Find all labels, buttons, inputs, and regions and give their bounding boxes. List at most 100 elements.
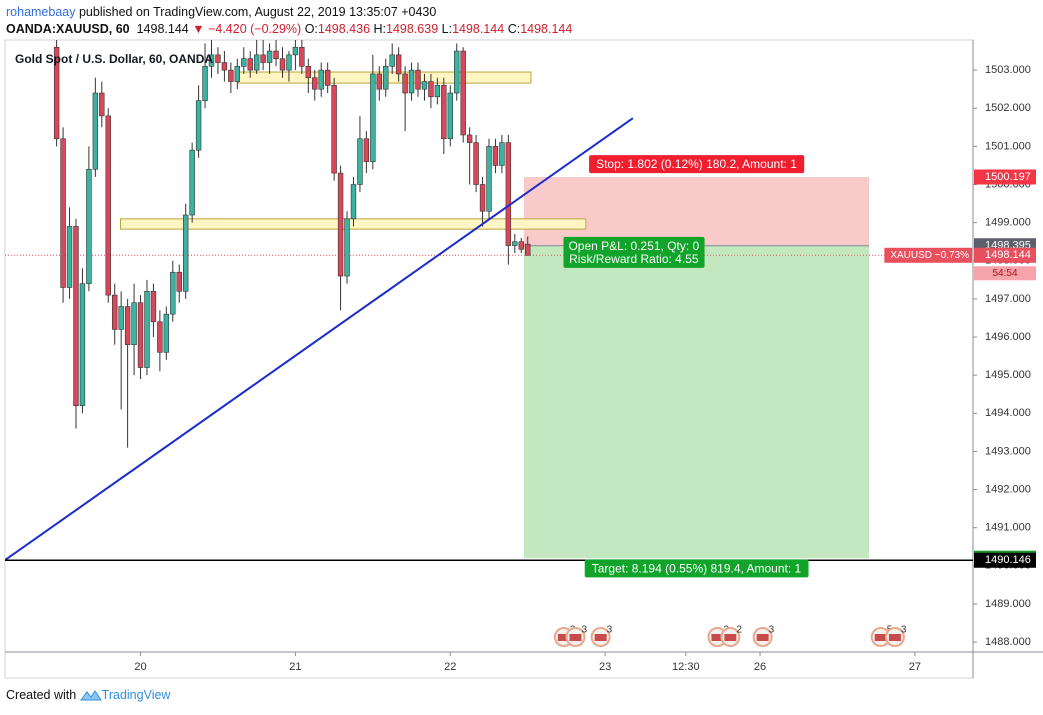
candle-body [157, 321, 163, 353]
header: rohamebaay published on TradingView.com,… [6, 4, 572, 38]
candle-body [505, 142, 512, 246]
ohlc-value: 1498.144 [452, 22, 505, 36]
x-tick-label: 23 [599, 661, 611, 673]
symbol-change-bg [884, 247, 973, 263]
author[interactable]: rohamebaay [6, 5, 76, 19]
candle-body [170, 271, 176, 315]
target-label: Target: 8.194 (0.55%) 819.4, Amount: 1 [592, 561, 802, 575]
candle-body [292, 46, 299, 56]
countdown: 54:54 [992, 268, 1017, 279]
candle-body [421, 81, 428, 90]
candle-body [241, 58, 247, 67]
candle-body [202, 66, 208, 101]
candle-body [492, 146, 499, 166]
price-label-bg [974, 552, 1036, 568]
candle-body [318, 69, 324, 90]
candle-body [454, 50, 460, 94]
y-tick-label: 1488.000 [985, 636, 1031, 648]
candle-body [395, 54, 402, 75]
brand[interactable]: TradingView [101, 688, 171, 702]
publish-line: rohamebaay published on TradingView.com,… [6, 4, 572, 21]
candle-body [434, 85, 441, 98]
candle-body [415, 69, 421, 90]
trendline [5, 117, 634, 561]
event-flag [594, 634, 607, 641]
y-tick-label: 1489.000 [985, 598, 1031, 610]
last: 1498.144 [136, 22, 189, 36]
candle-body [86, 168, 92, 284]
candle-body [363, 138, 370, 162]
candle-body [350, 184, 357, 220]
candle-body [525, 243, 531, 256]
event-count: 2 [736, 625, 742, 636]
candle-body [234, 66, 241, 82]
candle-body [473, 142, 479, 185]
candle-body [441, 85, 447, 140]
candle-body [466, 134, 473, 143]
y-tick-label: 1497.000 [985, 293, 1031, 305]
price-label-bg [974, 169, 1036, 185]
y-tick-label: 1492.000 [985, 483, 1031, 495]
plot-area [5, 40, 973, 562]
candle-body [408, 69, 415, 94]
y-tick-label: 1495.000 [985, 369, 1031, 381]
candle-body [112, 294, 118, 330]
symbol-change-box: XAUUSD −0.73% [884, 247, 973, 263]
ohlc-value: 1498.144 [520, 22, 573, 36]
candle-body [305, 66, 312, 79]
candle-body [312, 77, 318, 90]
event-count: 3 [769, 625, 775, 636]
y-tick-label: 1493.000 [985, 445, 1031, 457]
x-tick-label: 21 [289, 661, 301, 673]
candle-body [383, 66, 389, 90]
candle-body [79, 283, 86, 406]
y-tick-label: 1499.000 [985, 217, 1031, 229]
arrow: ▼ [192, 22, 205, 36]
stop-label-box: Stop: 1.802 (0.12%) 180.2, Amount: 1 [589, 155, 805, 174]
symbol-line: OANDA:XAUUSD, 60 1498.144 ▼ −4.420 (−0.2… [6, 21, 572, 38]
event-flag [569, 634, 582, 641]
candle-body [447, 92, 453, 140]
x-tick-label: 26 [754, 661, 766, 673]
candle-body [286, 54, 292, 71]
candle-body [215, 54, 221, 63]
event-count: 3 [581, 625, 587, 636]
candle-body [324, 69, 331, 86]
x-tick-label: 20 [134, 661, 146, 673]
candle-body [518, 241, 524, 250]
event-count: 3 [901, 625, 907, 636]
candle-body [253, 54, 260, 71]
candle-body [402, 73, 408, 94]
ohlc-key: O: [304, 22, 318, 36]
candle-body [176, 271, 182, 292]
change: −4.420 (−0.29%) [208, 22, 302, 36]
y-tick-label: 1503.000 [985, 64, 1031, 76]
candle-body [53, 46, 60, 140]
candle-body [60, 138, 66, 288]
y-tick-label: 1502.000 [985, 102, 1031, 114]
candle-body [273, 50, 279, 59]
event-flag [756, 634, 769, 641]
pnl-bg [563, 236, 705, 268]
ohlc-key: H: [373, 22, 387, 36]
x-tick-label: 27 [909, 661, 921, 673]
candle-body [479, 184, 486, 212]
candle-body [260, 54, 266, 63]
candle-body [99, 92, 105, 117]
candle-body [337, 172, 344, 277]
candle-body [247, 58, 253, 71]
rr-label: Risk/Reward Ratio: 4.55 [569, 252, 699, 266]
target-label-bg [584, 559, 809, 578]
event-flag [711, 634, 724, 641]
symbol: OANDA:XAUUSD, 60 [6, 22, 130, 36]
event-flag [874, 634, 887, 641]
logo [79, 690, 102, 701]
event-flag [888, 634, 901, 641]
candle-body [486, 146, 492, 212]
chart: Gold Spot / U.S. Dollar, 60, OANDA 1488.… [4, 39, 1043, 679]
ohlc-value: 1498.639 [386, 22, 439, 36]
event-flag [557, 634, 570, 641]
price-label: 1490.146 [985, 554, 1031, 566]
ohlc-value: 1498.436 [317, 22, 371, 36]
